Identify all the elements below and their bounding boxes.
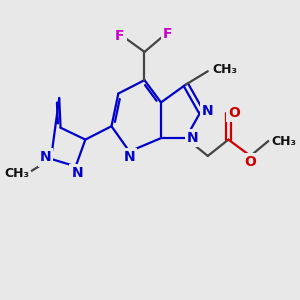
Text: N: N xyxy=(202,104,214,118)
Text: N: N xyxy=(187,131,199,145)
Text: O: O xyxy=(244,155,256,170)
Text: N: N xyxy=(40,150,51,164)
Text: F: F xyxy=(115,28,124,43)
Text: F: F xyxy=(163,27,172,41)
Text: CH₃: CH₃ xyxy=(271,135,296,148)
Text: N: N xyxy=(71,166,83,180)
Text: O: O xyxy=(228,106,240,120)
Text: N: N xyxy=(124,150,135,164)
Text: CH₃: CH₃ xyxy=(4,167,29,180)
Text: CH₃: CH₃ xyxy=(212,63,237,76)
